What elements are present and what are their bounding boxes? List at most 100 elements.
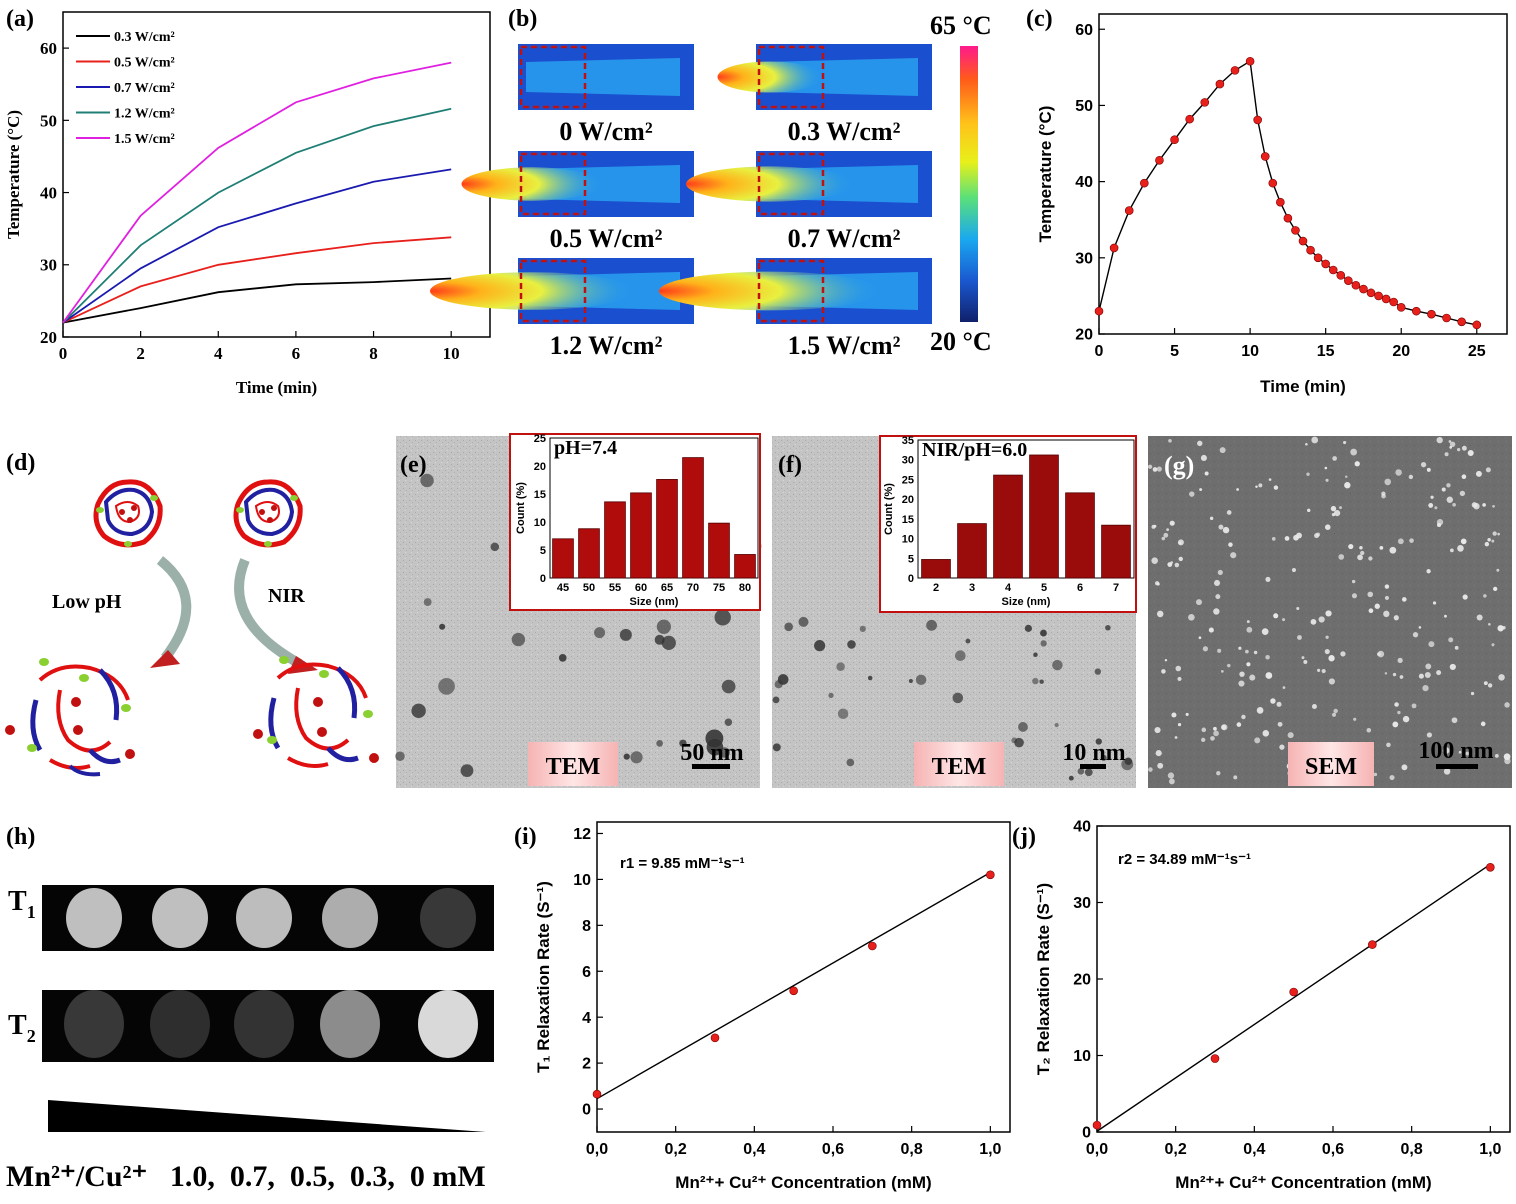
nanoparticle (1254, 737, 1261, 744)
nanoparticle (1277, 721, 1283, 727)
nanoparticle (1253, 650, 1258, 655)
phantom-t2 (150, 990, 210, 1058)
nanoparticle (1454, 645, 1459, 650)
tube-body (526, 58, 680, 96)
nanoparticle (1222, 526, 1230, 534)
nanoparticle (1077, 767, 1085, 775)
inset-frame (917, 439, 1135, 579)
nanoparticle (1195, 599, 1202, 606)
nanoparticle (814, 640, 826, 652)
y-tick-label: 20 (902, 494, 914, 506)
scale-bar-g-label: 100 nm (1418, 738, 1493, 764)
legend-label: 1.5 W/cm² (114, 132, 175, 147)
nanoparticle (623, 753, 630, 760)
nanoparticle (724, 718, 733, 726)
nanoparticle (1328, 655, 1335, 662)
nanoparticle (1353, 717, 1357, 721)
nanoparticle (439, 623, 446, 630)
y-axis-label: Temperature (°C) (4, 110, 23, 239)
nanoparticle (867, 675, 873, 681)
x-tick-label: 0,0 (1086, 1141, 1108, 1158)
nanoparticle (1271, 537, 1276, 541)
nanoparticle (1213, 730, 1219, 737)
y-tick-label: 20 (1075, 327, 1093, 344)
nanoparticle (1411, 703, 1417, 709)
nanoparticle (1451, 717, 1458, 724)
nanoparticle (1443, 768, 1451, 775)
roi-box (519, 259, 587, 323)
nanoparticle (1084, 768, 1093, 777)
data-point (1412, 306, 1421, 316)
panel-i: (i) 0,0 0,2 0,4 0,6 0,8 1,0 0 2 4 6 8 10 12 Mn²⁺+ Cu²… (514, 821, 1011, 1192)
tem-badge-f-label: TEM (932, 754, 987, 780)
nanoparticle (1325, 478, 1329, 482)
nanoparticle (1175, 665, 1182, 672)
x-tick-label: 3 (969, 582, 975, 594)
nanoparticle (784, 622, 793, 632)
nanoparticle (1199, 488, 1203, 492)
fit-line (596, 871, 991, 1100)
power-label: 0.3 W/cm² (788, 117, 901, 146)
nanoparticle (1324, 524, 1331, 530)
nanoparticle (1449, 441, 1456, 447)
nanoparticle (1226, 510, 1232, 515)
nanoparticle (619, 628, 632, 641)
histogram-bar (682, 457, 704, 579)
histogram-bar (604, 501, 626, 579)
data-point (1442, 313, 1451, 323)
nanoparticle (1332, 456, 1337, 461)
scale-bar-f-label: 10 nm (1062, 740, 1125, 766)
nanoparticle (1153, 524, 1157, 528)
nanoparticle (1345, 475, 1348, 479)
nanoparticle (1426, 569, 1431, 574)
nanoparticle (1287, 732, 1294, 739)
y-tick-label: 10 (534, 517, 546, 529)
nanoparticle (1441, 487, 1446, 492)
nanoparticle (1457, 545, 1464, 552)
nanoparticle (1217, 648, 1222, 653)
series-line (62, 61, 452, 324)
x-tick-label: 0,0 (586, 1141, 608, 1158)
x-tick-label: 45 (557, 582, 569, 594)
panel-letter-e: (e) (400, 452, 427, 478)
x-tick-label: 5 (1041, 582, 1047, 594)
nanoparticle (1458, 750, 1462, 754)
nanoparticle (1270, 698, 1276, 704)
chart-j: 0,0 0,2 0,4 0,6 0,8 1,0 0 10 20 30 40 Mn²⁺+ Cu²⁺ Co… (1034, 819, 1511, 1192)
nanoparticle (1246, 626, 1253, 633)
nanoparticle (1014, 737, 1024, 748)
panel-h: (h) T1 T2 Mn²⁺/Cu²⁺ 1.0, 0.7, 0.5, 0.3, … (6, 824, 494, 1193)
nanoparticle (1397, 657, 1403, 663)
nanoparticle (1461, 445, 1467, 451)
nanoparticle (1219, 447, 1226, 454)
y-tick-label: 30 (1073, 895, 1091, 912)
phantom-t2 (320, 990, 380, 1058)
y-tick-label: 0 (582, 1102, 591, 1119)
scale-bar-e-label: 50 nm (680, 740, 743, 766)
nanoparticle (1436, 522, 1442, 528)
phantom-t2 (64, 990, 124, 1058)
panel-letter-i: (i) (514, 824, 537, 850)
nanoparticle (1148, 767, 1153, 772)
inset-histogram-e: 45 50 55 60 65 70 75 80 0 5 10 15 20 25 Size (nm) Count… (515, 433, 759, 608)
y-tick-label: 12 (573, 826, 591, 843)
y-axis-label: Count (%) (515, 482, 527, 534)
nanoparticle (1095, 738, 1102, 745)
nanoparticle (1381, 491, 1386, 496)
nanoparticle (1310, 619, 1317, 625)
nanoparticle (1305, 442, 1308, 446)
nanoparticle (1177, 722, 1182, 727)
nanoparticle (1246, 620, 1250, 624)
x-tick-label: 1,0 (1479, 1141, 1501, 1158)
nanoparticle (1258, 483, 1263, 488)
micelle-closed-left (93, 479, 163, 548)
nanoparticle (1459, 490, 1466, 497)
nanoparticle (1318, 616, 1325, 623)
y-tick-label: 15 (902, 514, 914, 526)
y-tick-label: 60 (40, 39, 57, 58)
panel-letter-h: (h) (6, 824, 35, 850)
nanoparticle (511, 632, 526, 647)
nanoparticle (1200, 454, 1207, 462)
arrow-nir (234, 558, 303, 669)
